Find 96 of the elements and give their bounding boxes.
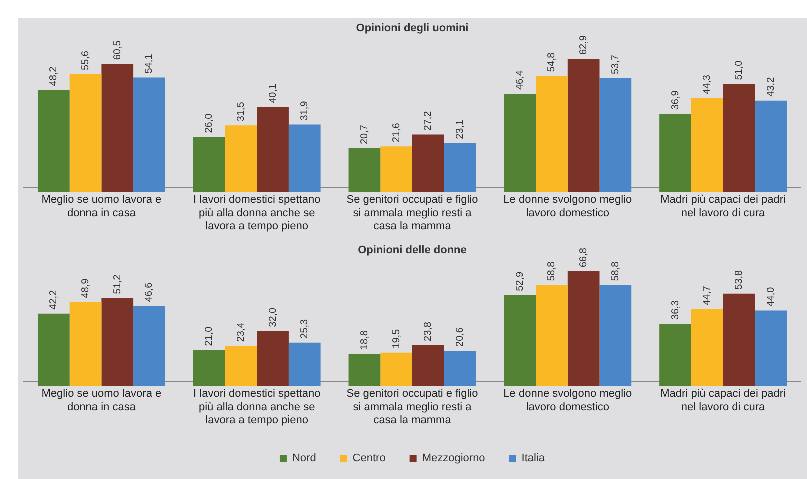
bar (134, 306, 166, 386)
bar (568, 272, 600, 386)
x-tick-label: Se genitori occupati e figlio si ammala meglio resti a casa la mamma (346, 194, 478, 233)
data-label: 48,2 (48, 66, 60, 86)
bar (660, 324, 692, 386)
data-label: 26,0 (204, 113, 216, 134)
bar (660, 114, 692, 192)
data-label: 46,6 (144, 282, 156, 302)
legend-label: Centro (352, 452, 386, 465)
data-label: 54,1 (144, 54, 156, 74)
bar (134, 78, 166, 192)
data-label: 32,0 (268, 307, 279, 328)
data-label: 43,2 (766, 76, 777, 97)
data-label: 23,8 (423, 322, 434, 342)
data-label: 25,3 (300, 318, 311, 339)
bar (225, 346, 258, 386)
bar (723, 84, 756, 192)
data-label: 21,6 (391, 122, 402, 143)
bar (225, 126, 258, 192)
bar (288, 342, 321, 386)
legend-label: Nord (292, 452, 316, 465)
bar (38, 90, 70, 192)
bar (444, 143, 476, 192)
data-label: 44,0 (766, 286, 777, 307)
x-tick-label: I lavori domestici spettano più alla donna anche se lavora a tempo pieno (194, 388, 321, 427)
data-label: 48,9 (80, 278, 92, 298)
bar (38, 314, 70, 386)
bar (444, 350, 476, 386)
data-label: 18,8 (359, 330, 370, 350)
x-tick-label: Meglio se uomo lavora e donna in casa (42, 388, 162, 414)
bar (380, 146, 412, 192)
bar (412, 134, 444, 192)
bar (504, 295, 536, 386)
data-label: 60,5 (112, 40, 124, 60)
bar (691, 98, 724, 192)
data-label: 53,8 (734, 270, 745, 290)
data-label: 19,5 (391, 328, 402, 349)
x-tick-label: Madri più capaci dei padri nel lavoro di cura (660, 194, 786, 220)
bar (600, 285, 632, 386)
bar (348, 354, 381, 386)
bar (102, 298, 134, 386)
bar (536, 285, 568, 386)
bar (193, 137, 226, 192)
x-tick-label: Madri più capaci dei padri nel lavoro di cura (660, 388, 786, 414)
bar (288, 124, 321, 192)
data-label: 31,9 (300, 100, 311, 121)
bar (412, 345, 444, 386)
bar (600, 78, 632, 192)
data-label: 21,0 (204, 326, 216, 346)
x-tick-label: Se genitori occupati e figlio si ammala meglio resti a casa la mamma (346, 388, 478, 427)
chart-title: Opinioni degli uomini (356, 22, 469, 35)
data-label: 23,1 (455, 120, 466, 140)
data-label: 66,8 (578, 248, 590, 268)
legend-label: Mezzogiorno (422, 452, 486, 465)
bar (755, 310, 788, 386)
data-label: 54,8 (546, 52, 558, 72)
data-label: 44,7 (702, 286, 714, 306)
data-label: 46,4 (514, 70, 526, 90)
data-label: 36,3 (670, 300, 682, 320)
legend-label: Italia (522, 452, 546, 465)
bar (193, 350, 226, 386)
data-label: 58,8 (546, 261, 558, 282)
bar (70, 302, 102, 386)
bar (380, 352, 412, 386)
data-label: 52,9 (514, 272, 526, 292)
data-label: 27,2 (423, 110, 434, 131)
data-label: 20,6 (455, 327, 466, 347)
data-label: 36,9 (670, 90, 682, 110)
data-label: 51,2 (112, 274, 124, 294)
bar (691, 310, 724, 386)
data-label: 23,4 (236, 322, 247, 342)
data-label: 62,9 (578, 35, 590, 56)
x-tick-label: Le donne svolgono meglio lavoro domestico (504, 388, 632, 414)
bar (568, 59, 600, 192)
data-label: 40,1 (268, 83, 279, 104)
bar (70, 74, 102, 192)
x-tick-label: Le donne svolgono meglio lavoro domestico (504, 194, 632, 220)
data-label: 20,7 (359, 124, 370, 145)
data-label: 55,6 (80, 50, 92, 71)
bar (102, 64, 134, 192)
data-label: 51,0 (734, 60, 745, 80)
bar (536, 76, 568, 192)
bar (257, 331, 289, 386)
chart-title: Opinioni delle donne (358, 244, 467, 257)
bar (348, 148, 381, 192)
bar (504, 94, 536, 192)
x-tick-label: Meglio se uomo lavora e donna in casa (42, 194, 162, 220)
data-label: 58,8 (610, 261, 622, 282)
data-label: 44,3 (702, 74, 714, 94)
data-label: 31,5 (236, 102, 247, 122)
x-tick-label: I lavori domestici spettano più alla donna anche se lavora a tempo pieno (194, 194, 321, 233)
data-label: 42,2 (48, 290, 60, 310)
data-label: 53,7 (610, 54, 622, 75)
bar (257, 107, 289, 192)
bar (755, 100, 788, 192)
bar (723, 294, 756, 386)
